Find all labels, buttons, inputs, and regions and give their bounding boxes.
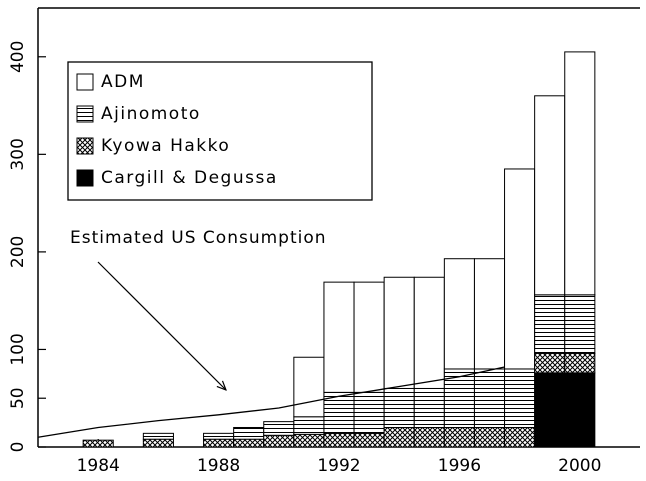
consumption-line xyxy=(37,366,505,438)
legend-swatch xyxy=(76,105,94,123)
x-tick-label: 1996 xyxy=(438,456,481,476)
bar-segment xyxy=(263,421,295,436)
bar-segment xyxy=(443,426,475,448)
bar-segment xyxy=(534,294,566,354)
bar-segment xyxy=(564,372,596,448)
y-tick-label: 100 xyxy=(8,333,28,365)
bar-segment xyxy=(323,281,355,393)
bar-segment xyxy=(293,416,325,435)
bar-segment xyxy=(323,432,355,448)
bar-segment xyxy=(233,426,265,440)
bar-segment xyxy=(413,276,445,389)
legend-box xyxy=(67,61,373,201)
legend-swatch xyxy=(76,137,94,155)
legend-swatch xyxy=(76,169,94,187)
bar-segment xyxy=(504,368,536,428)
legend-swatch xyxy=(76,73,94,91)
annotation: Estimated US Consumption xyxy=(70,228,327,248)
bar-segment xyxy=(504,426,536,448)
bar-segment xyxy=(293,433,325,448)
bar-segment xyxy=(353,281,385,393)
bar-segment xyxy=(504,168,536,370)
bar-segment xyxy=(233,438,265,448)
x-tick-label: 1992 xyxy=(317,456,360,476)
x-tick-label: 1984 xyxy=(77,456,120,476)
legend-label: Ajinomoto xyxy=(101,104,201,124)
bar-segment xyxy=(534,95,566,296)
bar-segment xyxy=(413,387,445,428)
bar-segment xyxy=(383,276,415,389)
bar-segment xyxy=(443,258,475,370)
bar-segment xyxy=(473,258,506,370)
y-tick-label: 0 xyxy=(8,442,28,453)
bar-segment xyxy=(443,368,475,428)
y-tick-label: 300 xyxy=(8,138,28,170)
bar-segment xyxy=(263,434,295,448)
legend-label: Cargill & Degussa xyxy=(101,168,278,188)
bar-segment xyxy=(203,432,235,440)
bar-segment xyxy=(564,51,596,296)
bar-segment xyxy=(293,356,325,418)
bar-segment xyxy=(82,439,114,448)
bar-segment xyxy=(383,426,415,448)
bar-segment xyxy=(353,391,385,434)
x-tick-label: 2000 xyxy=(558,456,601,476)
bar-segment xyxy=(353,432,385,448)
legend-label: ADM xyxy=(101,72,145,92)
y-tick-label: 200 xyxy=(8,236,28,268)
legend-label: Kyowa Hakko xyxy=(101,136,230,156)
legend: ADM Ajinomoto Kyowa Hakko Cargill & Degussa xyxy=(67,61,373,201)
bar-segment xyxy=(142,432,174,440)
bar-segment xyxy=(203,438,235,448)
bar-segment xyxy=(473,368,506,428)
bar-segment xyxy=(142,438,174,448)
bar-segment xyxy=(534,372,566,448)
x-tick-label: 1988 xyxy=(197,456,240,476)
bar-segment xyxy=(413,426,445,448)
annotation-arrow xyxy=(97,261,226,390)
y-tick-label: 50 xyxy=(8,387,28,409)
y-tick-label: 400 xyxy=(8,41,28,73)
bar-segment xyxy=(534,352,566,374)
bar-segment xyxy=(564,352,596,374)
bar-segment xyxy=(473,426,506,448)
bar-segment xyxy=(383,387,415,428)
bar-segment xyxy=(564,294,596,354)
